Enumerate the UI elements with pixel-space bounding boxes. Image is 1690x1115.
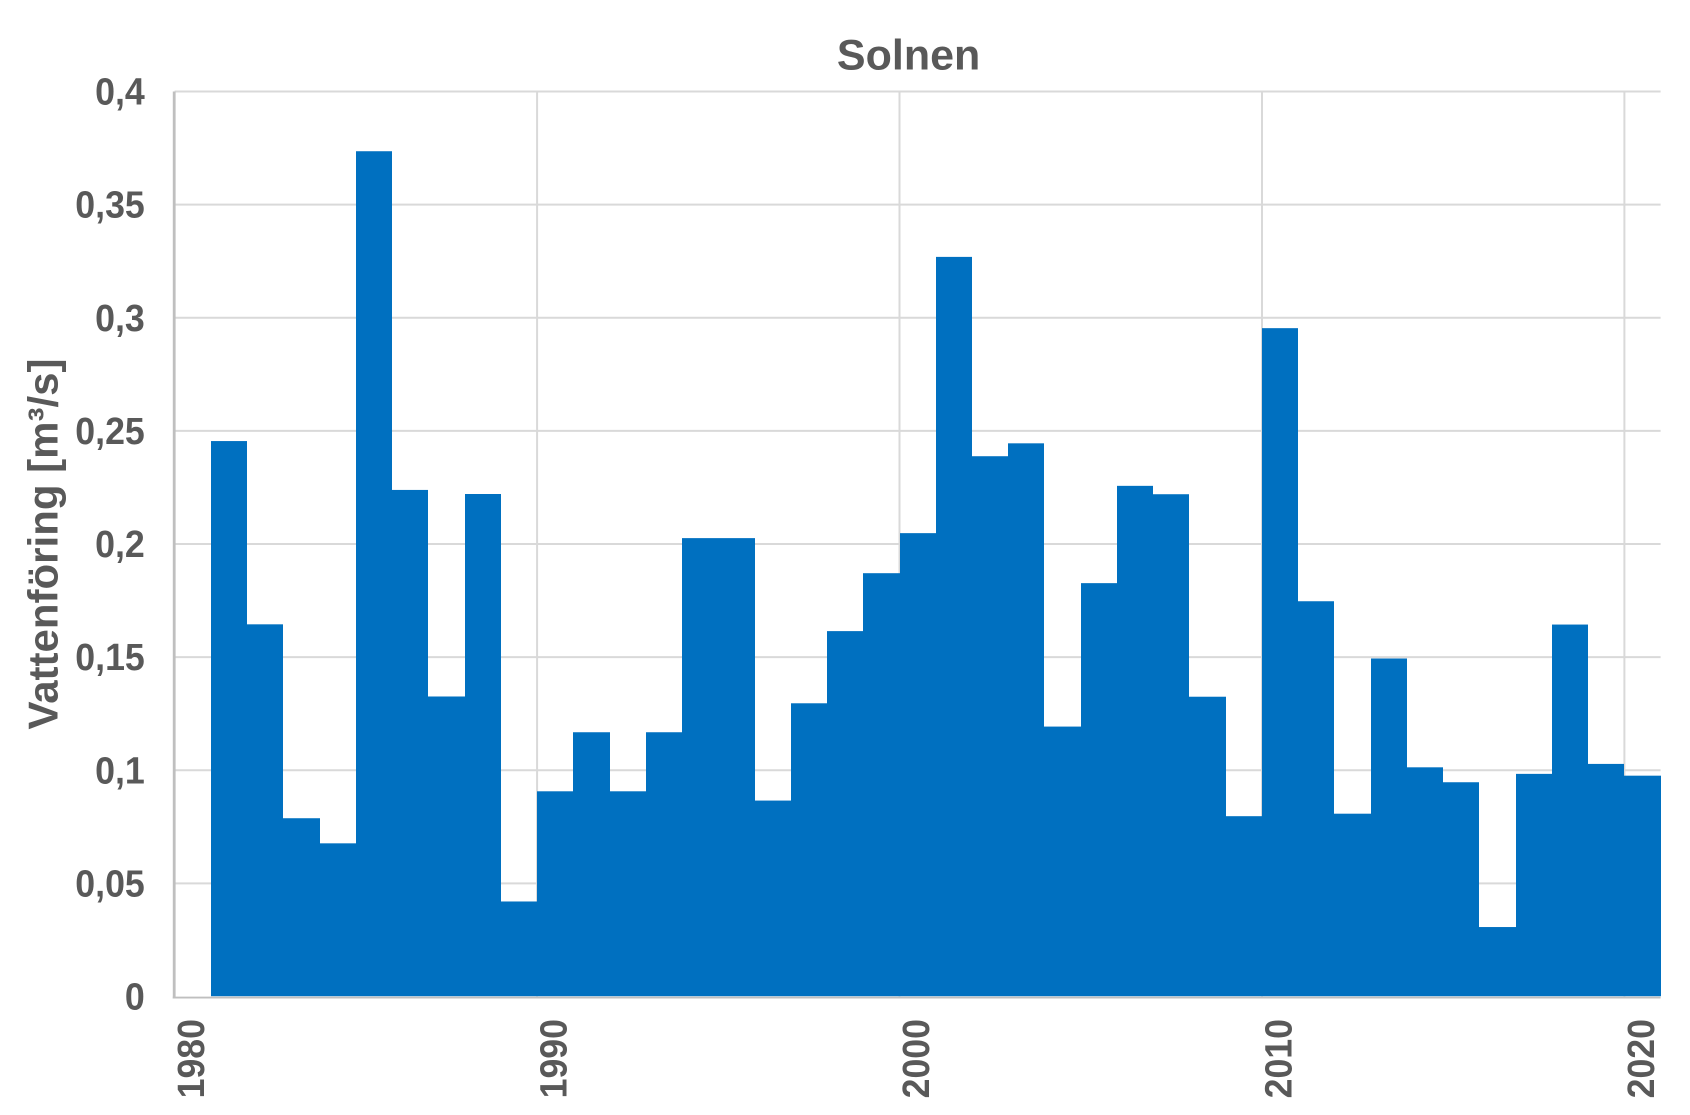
svg-text:2010: 2010 [1259,1019,1301,1098]
svg-text:2020: 2020 [1621,1019,1663,1098]
svg-text:2000: 2000 [896,1019,938,1098]
svg-text:0: 0 [125,977,145,1019]
svg-text:0,25: 0,25 [75,411,145,453]
svg-text:0,35: 0,35 [75,185,145,227]
svg-text:0,05: 0,05 [75,864,145,906]
svg-text:0,2: 0,2 [95,524,145,566]
svg-text:0,3: 0,3 [95,298,145,340]
svg-text:Solnen: Solnen [837,31,980,79]
svg-text:1980: 1980 [171,1019,213,1098]
svg-text:Vattenföring [m³/s]: Vattenföring [m³/s] [20,358,67,729]
svg-text:0,4: 0,4 [95,72,145,114]
svg-text:0,1: 0,1 [95,750,145,792]
svg-text:1990: 1990 [534,1019,576,1098]
svg-text:0,15: 0,15 [75,637,145,679]
